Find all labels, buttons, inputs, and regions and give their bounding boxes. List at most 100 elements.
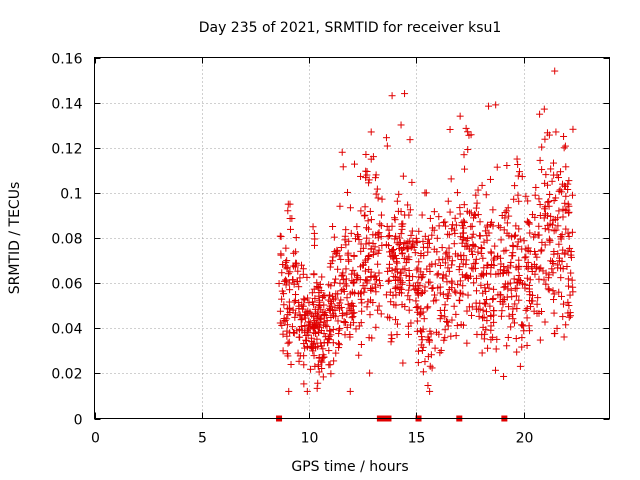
- data-point: [499, 269, 507, 277]
- data-point: [489, 206, 497, 214]
- data-point: [436, 283, 444, 291]
- data-point: [347, 307, 355, 315]
- data-point: [560, 144, 568, 152]
- data-point: [320, 330, 328, 338]
- data-point: [350, 279, 358, 287]
- data-point: [472, 287, 480, 295]
- data-point: [493, 163, 501, 171]
- data-point: [346, 204, 354, 212]
- data-point: [564, 180, 572, 188]
- data-point: [342, 226, 350, 234]
- data-point: [287, 361, 295, 369]
- data-point: [504, 264, 512, 272]
- data-point: [369, 239, 377, 247]
- data-point: [434, 270, 442, 278]
- data-point: [415, 258, 423, 266]
- data-point: [405, 306, 413, 314]
- data-point: [417, 252, 425, 260]
- data-point: [507, 286, 515, 294]
- data-point: [423, 304, 431, 312]
- data-point: [523, 274, 531, 282]
- data-point: [388, 92, 396, 100]
- data-point: [510, 275, 518, 283]
- data-point: [549, 269, 557, 277]
- data-point: [561, 199, 569, 207]
- data-point: [464, 146, 472, 154]
- data-point: [342, 241, 350, 249]
- data-point: [304, 307, 312, 315]
- data-point: [538, 143, 546, 151]
- data-point: [482, 308, 490, 316]
- data-point: [330, 357, 338, 365]
- data-point: [414, 290, 422, 298]
- data-point: [528, 291, 536, 299]
- data-point: [537, 307, 545, 315]
- data-point: [285, 387, 293, 395]
- data-point: [525, 322, 533, 330]
- data-point: [548, 177, 556, 185]
- data-point: [385, 276, 393, 284]
- data-point: [361, 211, 369, 219]
- data-point: [498, 307, 506, 315]
- data-point: [300, 340, 308, 348]
- data-points: [275, 67, 577, 395]
- data-point: [565, 302, 573, 310]
- data-point: [409, 282, 417, 290]
- data-point: [515, 296, 523, 304]
- data-point: [474, 186, 482, 194]
- data-point: [560, 132, 568, 140]
- data-point: [469, 250, 477, 258]
- data-point: [374, 306, 382, 314]
- data-point: [378, 241, 386, 249]
- data-point: [363, 234, 371, 242]
- data-point: [289, 276, 297, 284]
- data-point: [516, 362, 524, 370]
- data-point: [310, 285, 318, 293]
- data-point: [444, 197, 452, 205]
- data-point: [501, 209, 509, 217]
- data-point: [319, 345, 327, 353]
- data-point: [427, 351, 435, 359]
- data-point: [478, 244, 486, 252]
- data-point: [534, 231, 542, 239]
- data-point: [430, 297, 438, 305]
- data-point: [445, 244, 453, 252]
- data-point: [371, 272, 379, 280]
- data-point: [532, 265, 540, 273]
- data-point: [531, 248, 539, 256]
- data-point: [444, 318, 452, 326]
- data-point: [550, 290, 558, 298]
- data-point: [513, 243, 521, 251]
- data-point-peak: [286, 200, 294, 208]
- data-point: [323, 322, 331, 330]
- data-point: [555, 207, 563, 215]
- y-tick-labels: 0 0.02 0.04 0.06 0.08 0.1 0.12 0.14 0.16: [51, 52, 82, 429]
- data-point: [382, 134, 390, 142]
- data-point: [505, 303, 513, 311]
- data-point: [521, 284, 529, 292]
- data-point: [544, 221, 552, 229]
- data-point: [515, 225, 523, 233]
- data-point: [327, 370, 335, 378]
- data-point: [392, 283, 400, 291]
- data-point: [308, 338, 316, 346]
- data-point: [457, 255, 465, 263]
- data-point-peak: [401, 90, 409, 98]
- data-point: [360, 288, 368, 296]
- y-tick-label: 0: [74, 413, 83, 429]
- data-point: [554, 261, 562, 269]
- x-tick-labels: 0 5 10 15 20: [91, 431, 533, 447]
- data-point: [374, 194, 382, 202]
- data-point: [388, 334, 396, 342]
- data-point: [308, 289, 316, 297]
- data-point: [408, 227, 416, 235]
- data-point: [338, 272, 346, 280]
- data-point: [299, 302, 307, 310]
- data-point: [535, 222, 543, 230]
- data-point: [288, 215, 296, 223]
- data-point: [505, 232, 513, 240]
- data-point: [450, 302, 458, 310]
- data-point: [540, 105, 548, 113]
- data-point: [463, 307, 471, 315]
- data-point: [363, 168, 371, 176]
